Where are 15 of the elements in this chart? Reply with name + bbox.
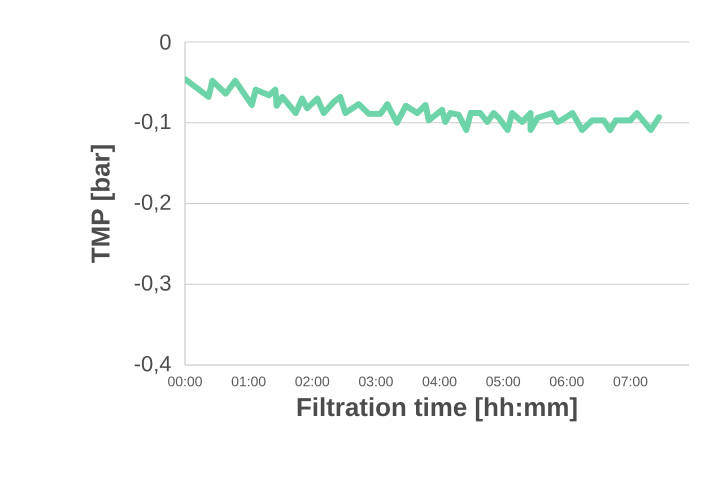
y-tick-label: -0,1	[134, 114, 170, 132]
x-tick-label: 04:00	[422, 376, 456, 386]
x-tick-label: 05:00	[486, 376, 520, 386]
y-tick-label: 0	[160, 34, 171, 50]
x-tick-label: 06:00	[550, 376, 584, 386]
x-tick-label: 03:00	[359, 376, 393, 386]
x-tick-label: 02:00	[295, 376, 330, 386]
x-axis-title: Filtration time [hh:mm]	[298, 397, 577, 422]
x-tick-label: 00:00	[168, 376, 202, 386]
x-tick-label: 07:00	[614, 376, 648, 386]
y-tick-label: -0,2	[134, 194, 170, 213]
y-tick-label: -0,3	[134, 275, 171, 294]
y-axis-title: TMP [bar]	[90, 145, 115, 263]
x-tick-label: 01:00	[232, 376, 266, 386]
y-tick-label: -0,4	[134, 356, 171, 374]
